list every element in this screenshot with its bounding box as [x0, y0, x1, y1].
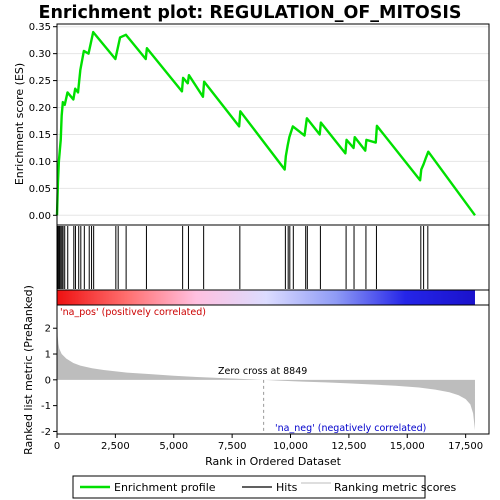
hit-lines	[57, 226, 429, 289]
es-y-tick-label: 0.10	[29, 157, 51, 168]
color-band-rect	[57, 290, 475, 305]
rank-x-tick-label: 2,500	[101, 441, 130, 452]
enrichment-score-panel: 0.00 0.05 0.10 0.15 0.20 0.25 0.30 0.35 Enrichm…	[13, 22, 490, 226]
es-y-tick-label: 0.00	[29, 211, 51, 222]
rank-x-axis-label: Rank in Ordered Dataset	[205, 455, 342, 468]
legend-enrichment-label: Enrichment profile	[114, 481, 216, 494]
rank-y-axis-label: Ranked list metric (PreRanked)	[22, 285, 35, 455]
rank-y-tick-label: -2	[41, 427, 51, 438]
rank-x-tick-label: 17,500	[448, 441, 483, 452]
es-y-tick-label: 0.25	[29, 76, 51, 87]
rank-x-tick-label: 7,500	[218, 441, 247, 452]
es-y-tick-label: 0.05	[29, 184, 51, 195]
negative-correlation-label: 'na_neg' (negatively correlated)	[275, 423, 426, 434]
es-y-tick-label: 0.30	[29, 49, 51, 60]
rank-y-tick-label: 0	[45, 375, 51, 386]
chart-title: Enrichment plot: REGULATION_OF_MITOSIS	[39, 3, 462, 23]
ranked-metric-panel: -2 -1 0 1 2 0 2,500 5,000 7,500 10,000 12,500 15,0…	[22, 285, 490, 468]
es-y-tick-label: 0.15	[29, 130, 51, 141]
es-y-tick-label: 0.20	[29, 103, 51, 114]
es-y-tick-label: 0.35	[29, 22, 51, 33]
rank-x-tick-label: 10,000	[273, 441, 308, 452]
legend-metric-label: Ranking metric scores	[334, 481, 456, 494]
legend-hits-label: Hits	[276, 481, 298, 494]
rank-y-tick-label: -1	[41, 401, 51, 412]
legend: Enrichment profile Hits Ranking metric s…	[72, 475, 456, 499]
rank-y-ticks: -2 -1 0 1 2	[41, 324, 57, 438]
es-y-axis-label: Enrichment score (ES)	[13, 63, 26, 185]
rank-x-tick-label: 15,000	[390, 441, 425, 452]
rank-x-tick-label: 5,000	[159, 441, 188, 452]
rank-x-ticks: 0 2,500 5,000 7,500 10,000 12,500 15,000 17,500	[54, 434, 483, 452]
es-y-ticks: 0.00 0.05 0.10 0.15 0.20 0.25 0.30 0.35	[29, 22, 57, 222]
es-gridlines	[57, 26, 489, 216]
zero-cross-label: Zero cross at 8849	[218, 366, 307, 377]
enrichment-profile-line	[55, 30, 476, 217]
rank-y-tick-label: 2	[45, 324, 51, 335]
rank-x-tick-label: 0	[54, 441, 60, 452]
rank-plot-frame	[56, 304, 490, 435]
ranked-color-band	[56, 289, 490, 306]
rank-x-tick-label: 12,500	[331, 441, 366, 452]
hits-panel	[56, 224, 490, 291]
rank-y-tick-label: 1	[45, 350, 51, 361]
hits-plot-frame	[56, 224, 490, 291]
positive-correlation-label: 'na_pos' (positively correlated)	[60, 307, 206, 318]
